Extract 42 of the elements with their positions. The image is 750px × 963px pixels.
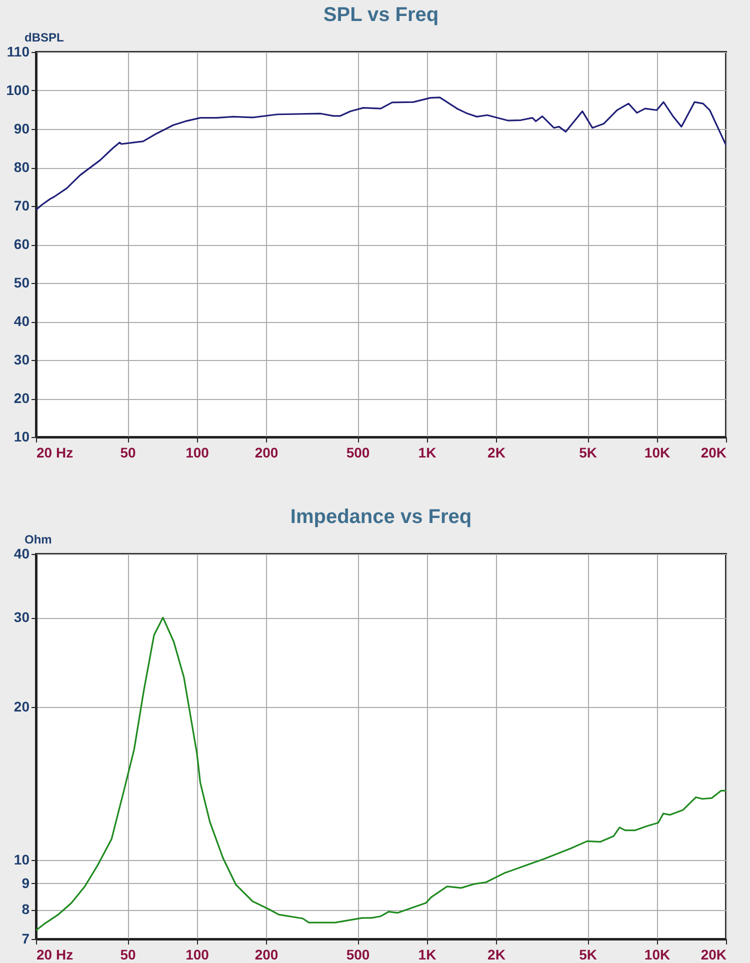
x-tick-label: 5K <box>579 946 597 962</box>
y-tick-label: 20 <box>14 390 30 406</box>
x-tick-label: 100 <box>186 444 210 460</box>
x-tick-label: 200 <box>254 946 278 962</box>
y-tick-label: 100 <box>6 82 30 98</box>
x-tick-label: 10K <box>644 946 670 962</box>
x-tick-label: 500 <box>346 946 370 962</box>
x-tick-label: 20K <box>700 444 726 460</box>
y-tick-label: 40 <box>14 313 30 329</box>
y-tick-label: 7 <box>22 930 30 946</box>
x-tick-label: 50 <box>120 946 136 962</box>
x-tick-label: 100 <box>186 946 210 962</box>
y-tick-label: 9 <box>22 874 30 891</box>
y-tick-label: 30 <box>14 352 30 368</box>
y-tick-label: 10 <box>14 852 30 868</box>
x-tick-label: 10K <box>644 444 670 460</box>
y-tick-label: 10 <box>14 428 30 444</box>
chart-title: SPL vs Freq <box>323 4 439 26</box>
y-tick-label: 8 <box>22 901 30 918</box>
y-tick-label: 30 <box>14 609 30 626</box>
x-tick-label: 2K <box>488 444 506 460</box>
x-tick-label: 500 <box>346 444 370 460</box>
y-tick-label: 70 <box>14 198 30 214</box>
y-axis-title: dBSPL <box>24 30 64 44</box>
x-tick-label: 20 Hz <box>36 444 74 460</box>
chart-title: Impedance vs Freq <box>290 506 472 528</box>
y-tick-label: 60 <box>14 236 30 252</box>
x-tick-label: 20 Hz <box>36 946 74 962</box>
x-tick-label: 20K <box>700 946 726 962</box>
x-tick-label: 1K <box>418 946 436 962</box>
x-tick-label: 5K <box>579 444 597 460</box>
y-axis-title: Ohm <box>24 532 52 546</box>
y-tick-label: 20 <box>14 698 30 715</box>
x-tick-label: 200 <box>254 444 278 460</box>
x-tick-label: 2K <box>488 946 506 962</box>
y-tick-label: 110 <box>6 44 30 60</box>
x-tick-label: 50 <box>120 444 136 460</box>
y-tick-label: 90 <box>14 120 30 136</box>
y-tick-label: 50 <box>14 274 30 290</box>
x-tick-label: 1K <box>418 444 436 460</box>
y-tick-label: 40 <box>14 546 30 562</box>
y-tick-label: 80 <box>14 159 30 175</box>
